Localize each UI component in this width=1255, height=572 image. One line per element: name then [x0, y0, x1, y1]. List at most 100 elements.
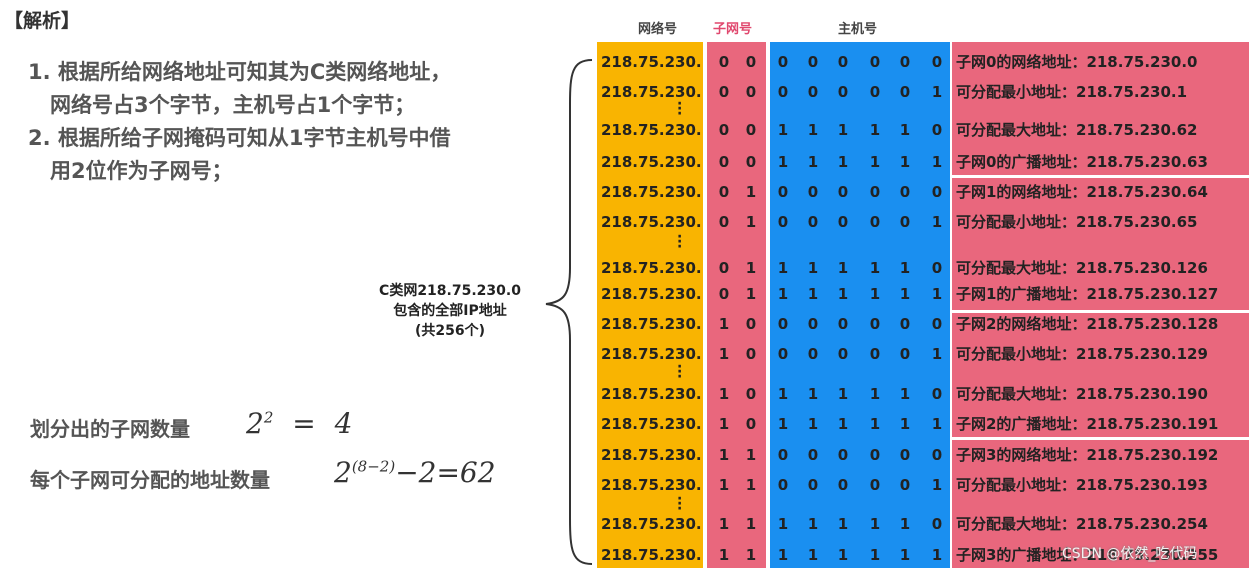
host-bit: 1 — [869, 259, 881, 277]
host-bit: 1 — [899, 153, 911, 171]
host-bit: 0 — [869, 315, 881, 333]
dots-group-0: · · · — [677, 96, 683, 122]
host-bit: 0 — [777, 83, 789, 101]
subnet-1-block — [952, 178, 1249, 310]
host-bit: 0 — [899, 476, 911, 494]
host-bit: 1 — [869, 415, 881, 433]
host-bit: 0 — [899, 315, 911, 333]
host-bit: 1 — [931, 546, 943, 564]
host-bit: 0 — [869, 213, 881, 231]
network-prefix: 218.75.230. — [601, 515, 702, 533]
host-bit: 1 — [931, 213, 943, 231]
table-row: 218.75.230. 1 1 1 1 1 1 1 1 子网3的广播地址：218.75.230.2… — [0, 545, 1255, 565]
brace-label: C类网218.75.230.0 包含的全部IP地址 (共256个) — [360, 281, 540, 341]
host-bit: 0 — [931, 446, 943, 464]
brace-label-line-3: (共256个) — [414, 323, 486, 339]
subnet-bit: 1 — [745, 183, 757, 201]
host-bit: 1 — [899, 285, 911, 303]
host-bit: 0 — [899, 83, 911, 101]
host-bit: 0 — [837, 476, 849, 494]
host-bit: 1 — [837, 121, 849, 139]
subnet-bit: 1 — [718, 315, 730, 333]
host-bit: 0 — [899, 446, 911, 464]
network-prefix: 218.75.230. — [601, 285, 702, 303]
header-network: 网络号 — [638, 22, 678, 37]
hosts-exponent: (8−2) — [351, 457, 396, 476]
subnet-bit: 0 — [718, 213, 730, 231]
address-description: 子网1的网络地址：218.75.230.64 — [956, 183, 1208, 201]
host-bit: 0 — [869, 83, 881, 101]
subnet-bit: 0 — [718, 83, 730, 101]
host-bit: 0 — [777, 446, 789, 464]
host-bit: 0 — [899, 345, 911, 363]
host-bit: 1 — [837, 546, 849, 564]
network-prefix: 218.75.230. — [601, 153, 702, 171]
network-prefix: 218.75.230. — [601, 546, 702, 564]
host-bit: 0 — [931, 53, 943, 71]
network-prefix: 218.75.230. — [601, 446, 702, 464]
table-row: 218.75.230. 1 0 0 0 0 0 0 0 子网2的网络地址：218.75.230.1… — [0, 314, 1255, 334]
host-bit: 1 — [837, 259, 849, 277]
host-bit: 1 — [807, 121, 819, 139]
network-prefix: 218.75.230. — [601, 83, 702, 101]
host-bit: 0 — [807, 446, 819, 464]
host-bit: 0 — [899, 183, 911, 201]
host-bit: 1 — [869, 285, 881, 303]
address-description: 可分配最大地址：218.75.230.126 — [956, 259, 1208, 277]
network-prefix: 218.75.230. — [601, 53, 702, 71]
dots-group-3: · · · — [677, 491, 683, 517]
network-prefix: 218.75.230. — [601, 415, 702, 433]
host-bit: 0 — [931, 121, 943, 139]
host-bit: 1 — [777, 285, 789, 303]
host-bit: 1 — [931, 285, 943, 303]
host-bit: 1 — [869, 121, 881, 139]
subnet-count-label: 划分出的子网数量 — [30, 417, 190, 441]
network-prefix: 218.75.230. — [601, 259, 702, 277]
host-bit: 0 — [869, 183, 881, 201]
table-row: 218.75.230. 0 0 0 0 0 0 0 0 子网0的网络地址：218.75.230.0 — [0, 52, 1255, 72]
host-bit: 0 — [931, 385, 943, 403]
subnet-bit: 0 — [718, 183, 730, 201]
host-bit: 1 — [931, 415, 943, 433]
table-row: 218.75.230. 1 1 0 0 0 0 0 0 子网3的网络地址：218.75.230.1… — [0, 445, 1255, 465]
subnet-bit: 1 — [745, 446, 757, 464]
host-bit: 0 — [807, 213, 819, 231]
host-column — [770, 42, 950, 568]
host-bit: 0 — [931, 259, 943, 277]
table-row: 218.75.230. 0 1 1 1 1 1 1 1 子网1的广播地址：218.75.230.1… — [0, 284, 1255, 304]
host-bit: 0 — [837, 83, 849, 101]
host-bit: 0 — [837, 446, 849, 464]
brace-label-line-1: C类网218.75.230.0 — [379, 283, 521, 299]
host-bit: 1 — [899, 546, 911, 564]
subnet-bit: 0 — [745, 83, 757, 101]
host-bit: 1 — [777, 546, 789, 564]
table-row: 218.75.230. 1 0 1 1 1 1 1 0 可分配最大地址：218.75.230.19… — [0, 384, 1255, 404]
address-description: 子网2的网络地址：218.75.230.128 — [956, 315, 1219, 333]
subnet-column — [707, 42, 766, 568]
host-bit: 0 — [777, 183, 789, 201]
host-bit: 1 — [807, 153, 819, 171]
host-bit: 0 — [837, 315, 849, 333]
analysis-title: 【解析】 — [4, 10, 81, 32]
subnet-bit: 0 — [745, 153, 757, 171]
host-bit: 1 — [931, 153, 943, 171]
host-bit: 1 — [837, 285, 849, 303]
subnet-bit: 1 — [718, 476, 730, 494]
host-bit: 1 — [931, 83, 943, 101]
host-bit: 0 — [899, 53, 911, 71]
subnet-bit: 1 — [718, 515, 730, 533]
host-bit: 0 — [807, 315, 819, 333]
host-bit: 1 — [899, 415, 911, 433]
table-row: 218.75.230. 0 0 0 0 0 0 0 1 可分配最小地址：218.75.230.1 — [0, 82, 1255, 102]
host-bit: 0 — [869, 476, 881, 494]
subnet-bit: 0 — [718, 153, 730, 171]
subnet-bit: 0 — [745, 121, 757, 139]
address-description: 子网2的广播地址：218.75.230.191 — [956, 415, 1219, 433]
subnet-bit: 1 — [718, 446, 730, 464]
subnet-bit: 0 — [745, 415, 757, 433]
host-bit: 1 — [869, 153, 881, 171]
address-description: 可分配最大地址：218.75.230.254 — [956, 515, 1208, 533]
network-column — [597, 42, 703, 568]
dots-group-2: · · · — [677, 359, 683, 385]
host-bit: 1 — [837, 153, 849, 171]
